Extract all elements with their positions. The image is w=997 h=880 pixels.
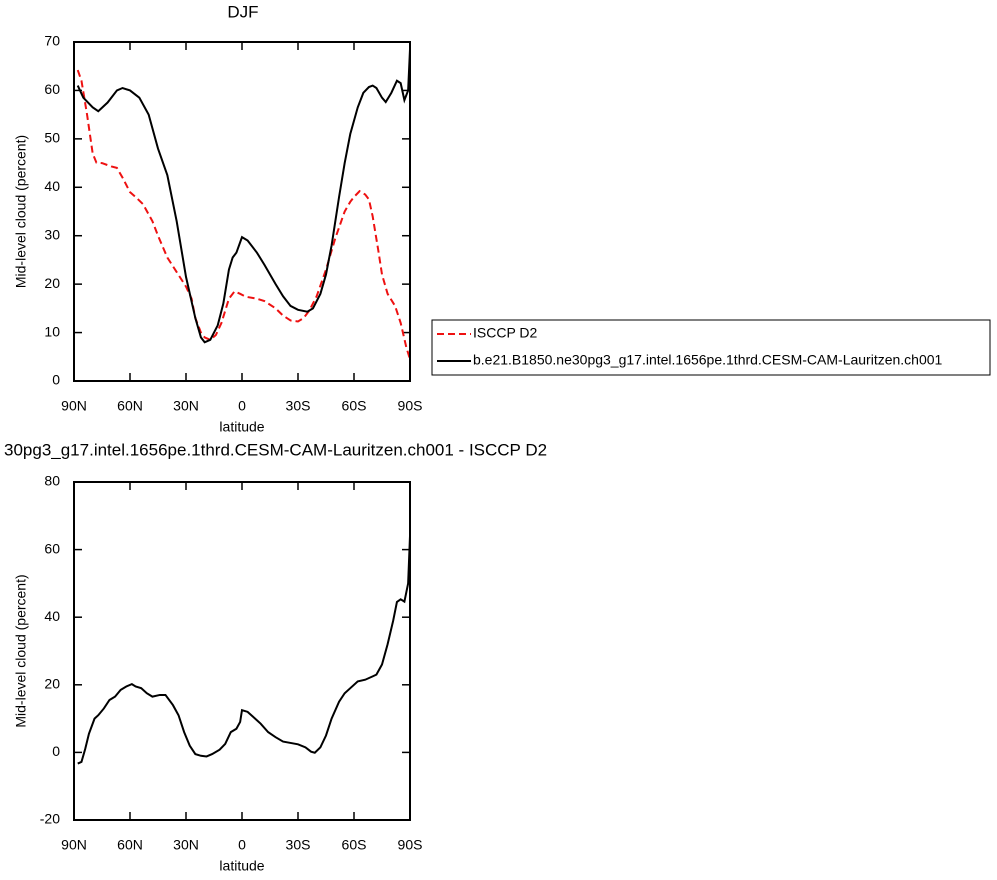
data-line bbox=[76, 69, 411, 360]
x-tick-label: 0 bbox=[238, 398, 246, 414]
y-tick-label: -20 bbox=[40, 811, 60, 827]
chart-title: 30pg3_g17.intel.1656pe.1thrd.CESM-CAM-La… bbox=[4, 440, 547, 459]
x-axis-label: latitude bbox=[219, 419, 264, 435]
x-tick-label: 30N bbox=[173, 837, 199, 853]
chart-title: DJF bbox=[227, 2, 258, 21]
y-tick-label: 20 bbox=[44, 275, 60, 291]
y-tick-label: 40 bbox=[44, 178, 60, 194]
x-tick-label: 0 bbox=[238, 837, 246, 853]
y-tick-label: 40 bbox=[44, 608, 60, 624]
plot-frame bbox=[73, 481, 411, 821]
y-tick-label: 50 bbox=[44, 130, 60, 146]
data-line bbox=[76, 49, 411, 344]
y-tick-label: 0 bbox=[52, 372, 60, 388]
x-tick-label: 90N bbox=[61, 837, 87, 853]
y-tick-label: 20 bbox=[44, 676, 60, 692]
y-tick-label: 70 bbox=[44, 33, 60, 49]
legend-box bbox=[431, 319, 991, 376]
plot-frame bbox=[73, 41, 411, 382]
y-tick-label: 0 bbox=[52, 743, 60, 759]
y-tick-label: 80 bbox=[44, 473, 60, 489]
y-tick-label: 10 bbox=[44, 323, 60, 339]
y-axis-label: Mid-level cloud (percent) bbox=[13, 135, 29, 288]
legend-label: b.e21.B1850.ne30pg3_g17.intel.1656pe.1th… bbox=[473, 352, 943, 368]
data-line bbox=[77, 536, 411, 765]
y-axis-label: Mid-level cloud (percent) bbox=[13, 574, 29, 727]
x-tick-label: 90S bbox=[398, 398, 423, 414]
y-tick-label: 60 bbox=[44, 81, 60, 97]
x-tick-label: 60N bbox=[117, 837, 143, 853]
x-tick-label: 60N bbox=[117, 398, 143, 414]
x-tick-label: 30S bbox=[286, 837, 311, 853]
x-tick-label: 30N bbox=[173, 398, 199, 414]
y-tick-label: 30 bbox=[44, 226, 60, 242]
x-tick-label: 90S bbox=[398, 837, 423, 853]
x-tick-label: 60S bbox=[342, 837, 367, 853]
x-tick-label: 30S bbox=[286, 398, 311, 414]
x-tick-label: 90N bbox=[61, 398, 87, 414]
legend-label: ISCCP D2 bbox=[473, 325, 538, 341]
y-tick-label: 60 bbox=[44, 540, 60, 556]
x-axis-label: latitude bbox=[219, 858, 264, 874]
x-tick-label: 60S bbox=[342, 398, 367, 414]
